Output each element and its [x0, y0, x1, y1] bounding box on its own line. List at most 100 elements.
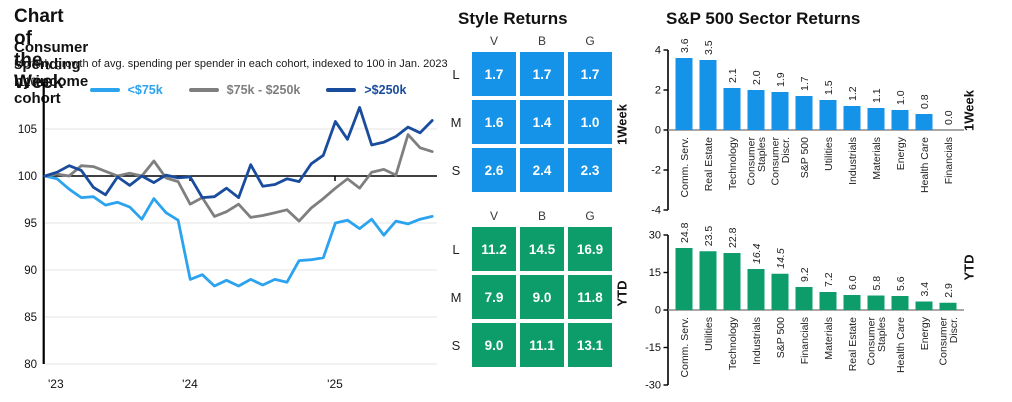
bar-y-tick-label: 4 — [655, 45, 661, 57]
bar-y-tick-label: 2 — [655, 85, 661, 97]
sector-bar — [723, 253, 741, 310]
bar-value-label: 1.2 — [847, 86, 859, 101]
sector-bar — [747, 90, 765, 130]
bar-value-label: 0.8 — [919, 94, 931, 109]
sector-label: S&P 500 — [799, 137, 811, 178]
spending-chart-subtitle: Monthly growth of avg. spending per spen… — [14, 58, 448, 70]
y-tick-label: 95 — [24, 218, 37, 230]
style-return-cell: 2.6 — [472, 148, 516, 192]
sector-label: Consumer — [770, 136, 782, 185]
bar-y-tick-label: -4 — [651, 205, 661, 215]
legend-line-swatch — [326, 88, 357, 92]
sector-1week-bar-chart: 4 2 0 -2 -4 3.6 Comm. Serv. 3.5 Real Estate 2.1 Te… — [651, 38, 964, 215]
bar-value-label: 7.2 — [823, 272, 835, 287]
style-col-header: G — [585, 209, 595, 223]
sector-bar — [867, 295, 885, 310]
bar-value-label: 0.0 — [943, 110, 955, 125]
x-tick-label: '23 — [48, 377, 64, 391]
sector-label: Financials — [799, 317, 811, 364]
style-return-cell: 2.4 — [520, 148, 564, 192]
bar-value-label: 5.8 — [871, 276, 883, 291]
sector-label: Industrials — [847, 137, 859, 185]
sector-bar — [771, 273, 789, 310]
consumer-spending-line-chart: 80 85 90 95 100 105 110 '23 '24 '25 — [18, 77, 437, 391]
sector-label: Technology — [727, 136, 739, 190]
sector-label: Real Estate — [703, 137, 715, 191]
style-return-cell: 9.0 — [472, 323, 516, 367]
grid-corner — [444, 209, 468, 223]
sector-label: Utilities — [703, 317, 715, 351]
legend-item: <$75k — [89, 83, 163, 97]
sector-bar — [675, 248, 693, 310]
sector-bar — [939, 302, 957, 310]
style-return-cell: 11.2 — [472, 227, 516, 271]
style-1week-axis-label: 1Week — [614, 104, 630, 145]
series-line-2 — [43, 106, 434, 199]
style-col-header: V — [489, 34, 498, 48]
style-return-cell: 1.4 — [520, 100, 564, 144]
style-row-label: S — [451, 337, 461, 353]
style-row-label: M — [450, 289, 462, 305]
style-col-header: G — [585, 34, 595, 48]
sector-label: Energy — [895, 136, 907, 170]
sector-label: Health Care — [919, 137, 931, 193]
sector-label: Discr. — [780, 137, 792, 163]
bar-value-label: 22.8 — [727, 227, 739, 248]
bar-value-label: 1.5 — [823, 80, 835, 95]
bar-y-tick-label: 0 — [655, 125, 661, 137]
style-return-cell: 7.9 — [472, 275, 516, 319]
sector-bar — [819, 292, 837, 310]
style-row-label: L — [452, 241, 460, 257]
style-returns-title: Style Returns — [458, 9, 568, 28]
sector-bar — [819, 100, 837, 130]
bar-value-label: 9.2 — [799, 267, 811, 282]
bar-value-label: 1.1 — [871, 88, 883, 103]
bar-value-label: 3.6 — [679, 38, 691, 53]
bar-value-label: 1.9 — [775, 72, 787, 87]
bar-value-label: 5.6 — [895, 276, 907, 291]
x-tick-label: '24 — [182, 377, 198, 391]
sector-bar — [771, 92, 789, 130]
sector-bar — [675, 58, 693, 130]
grid-corner — [444, 34, 468, 48]
bar-value-label: 1.0 — [895, 90, 907, 105]
sector-label: Staples — [756, 137, 768, 172]
x-tick-label: '25 — [327, 377, 343, 391]
sector-label: Discr. — [948, 317, 960, 343]
sector-bar — [795, 287, 813, 310]
bar-value-label: 2.0 — [751, 70, 763, 85]
sector-bar — [699, 60, 717, 130]
bar-y-tick-label: 30 — [649, 230, 661, 242]
spending-chart-legend: <$75k $75k - $250k >$250k — [48, 83, 448, 97]
sector-bar — [843, 106, 861, 130]
bar-value-label: 23.5 — [703, 226, 715, 247]
sector-bar — [915, 301, 933, 310]
style-col-header: B — [537, 34, 546, 48]
spending-chart-title: Consumer spending by income cohort — [14, 39, 89, 107]
bar-value-label: 3.4 — [919, 282, 931, 297]
sector-bar — [795, 96, 813, 130]
style-return-cell: 16.9 — [568, 227, 612, 271]
sector-label: Energy — [919, 316, 931, 350]
sector-bar — [747, 269, 765, 310]
sector-label: Consumer — [866, 316, 878, 365]
legend-line-swatch — [89, 88, 120, 92]
y-axis — [42, 82, 45, 364]
bar-y-tick-label: -30 — [645, 380, 661, 392]
style-return-cell: 14.5 — [520, 227, 564, 271]
bar-value-label: 24.8 — [679, 222, 691, 243]
sector-bar — [867, 108, 885, 130]
sector-returns-title: S&P 500 Sector Returns — [666, 9, 861, 28]
sector-label: Real Estate — [847, 317, 859, 371]
legend-label: <$75k — [127, 83, 163, 97]
bar-value-label: 2.9 — [943, 283, 955, 298]
style-ytd-axis-label: YTD — [614, 280, 630, 307]
sector-label: Materials — [823, 317, 835, 360]
y-tick-label: 85 — [24, 312, 37, 324]
sector-ytd-bar-chart: 30 15 0 -15 -30 24.8 Comm. Serv. 23.5 Utilities 2… — [645, 222, 964, 392]
sector-bar — [699, 251, 717, 310]
style-return-cell: 11.8 — [568, 275, 612, 319]
sector-bar — [843, 295, 861, 310]
sector-label: Industrials — [751, 317, 763, 365]
